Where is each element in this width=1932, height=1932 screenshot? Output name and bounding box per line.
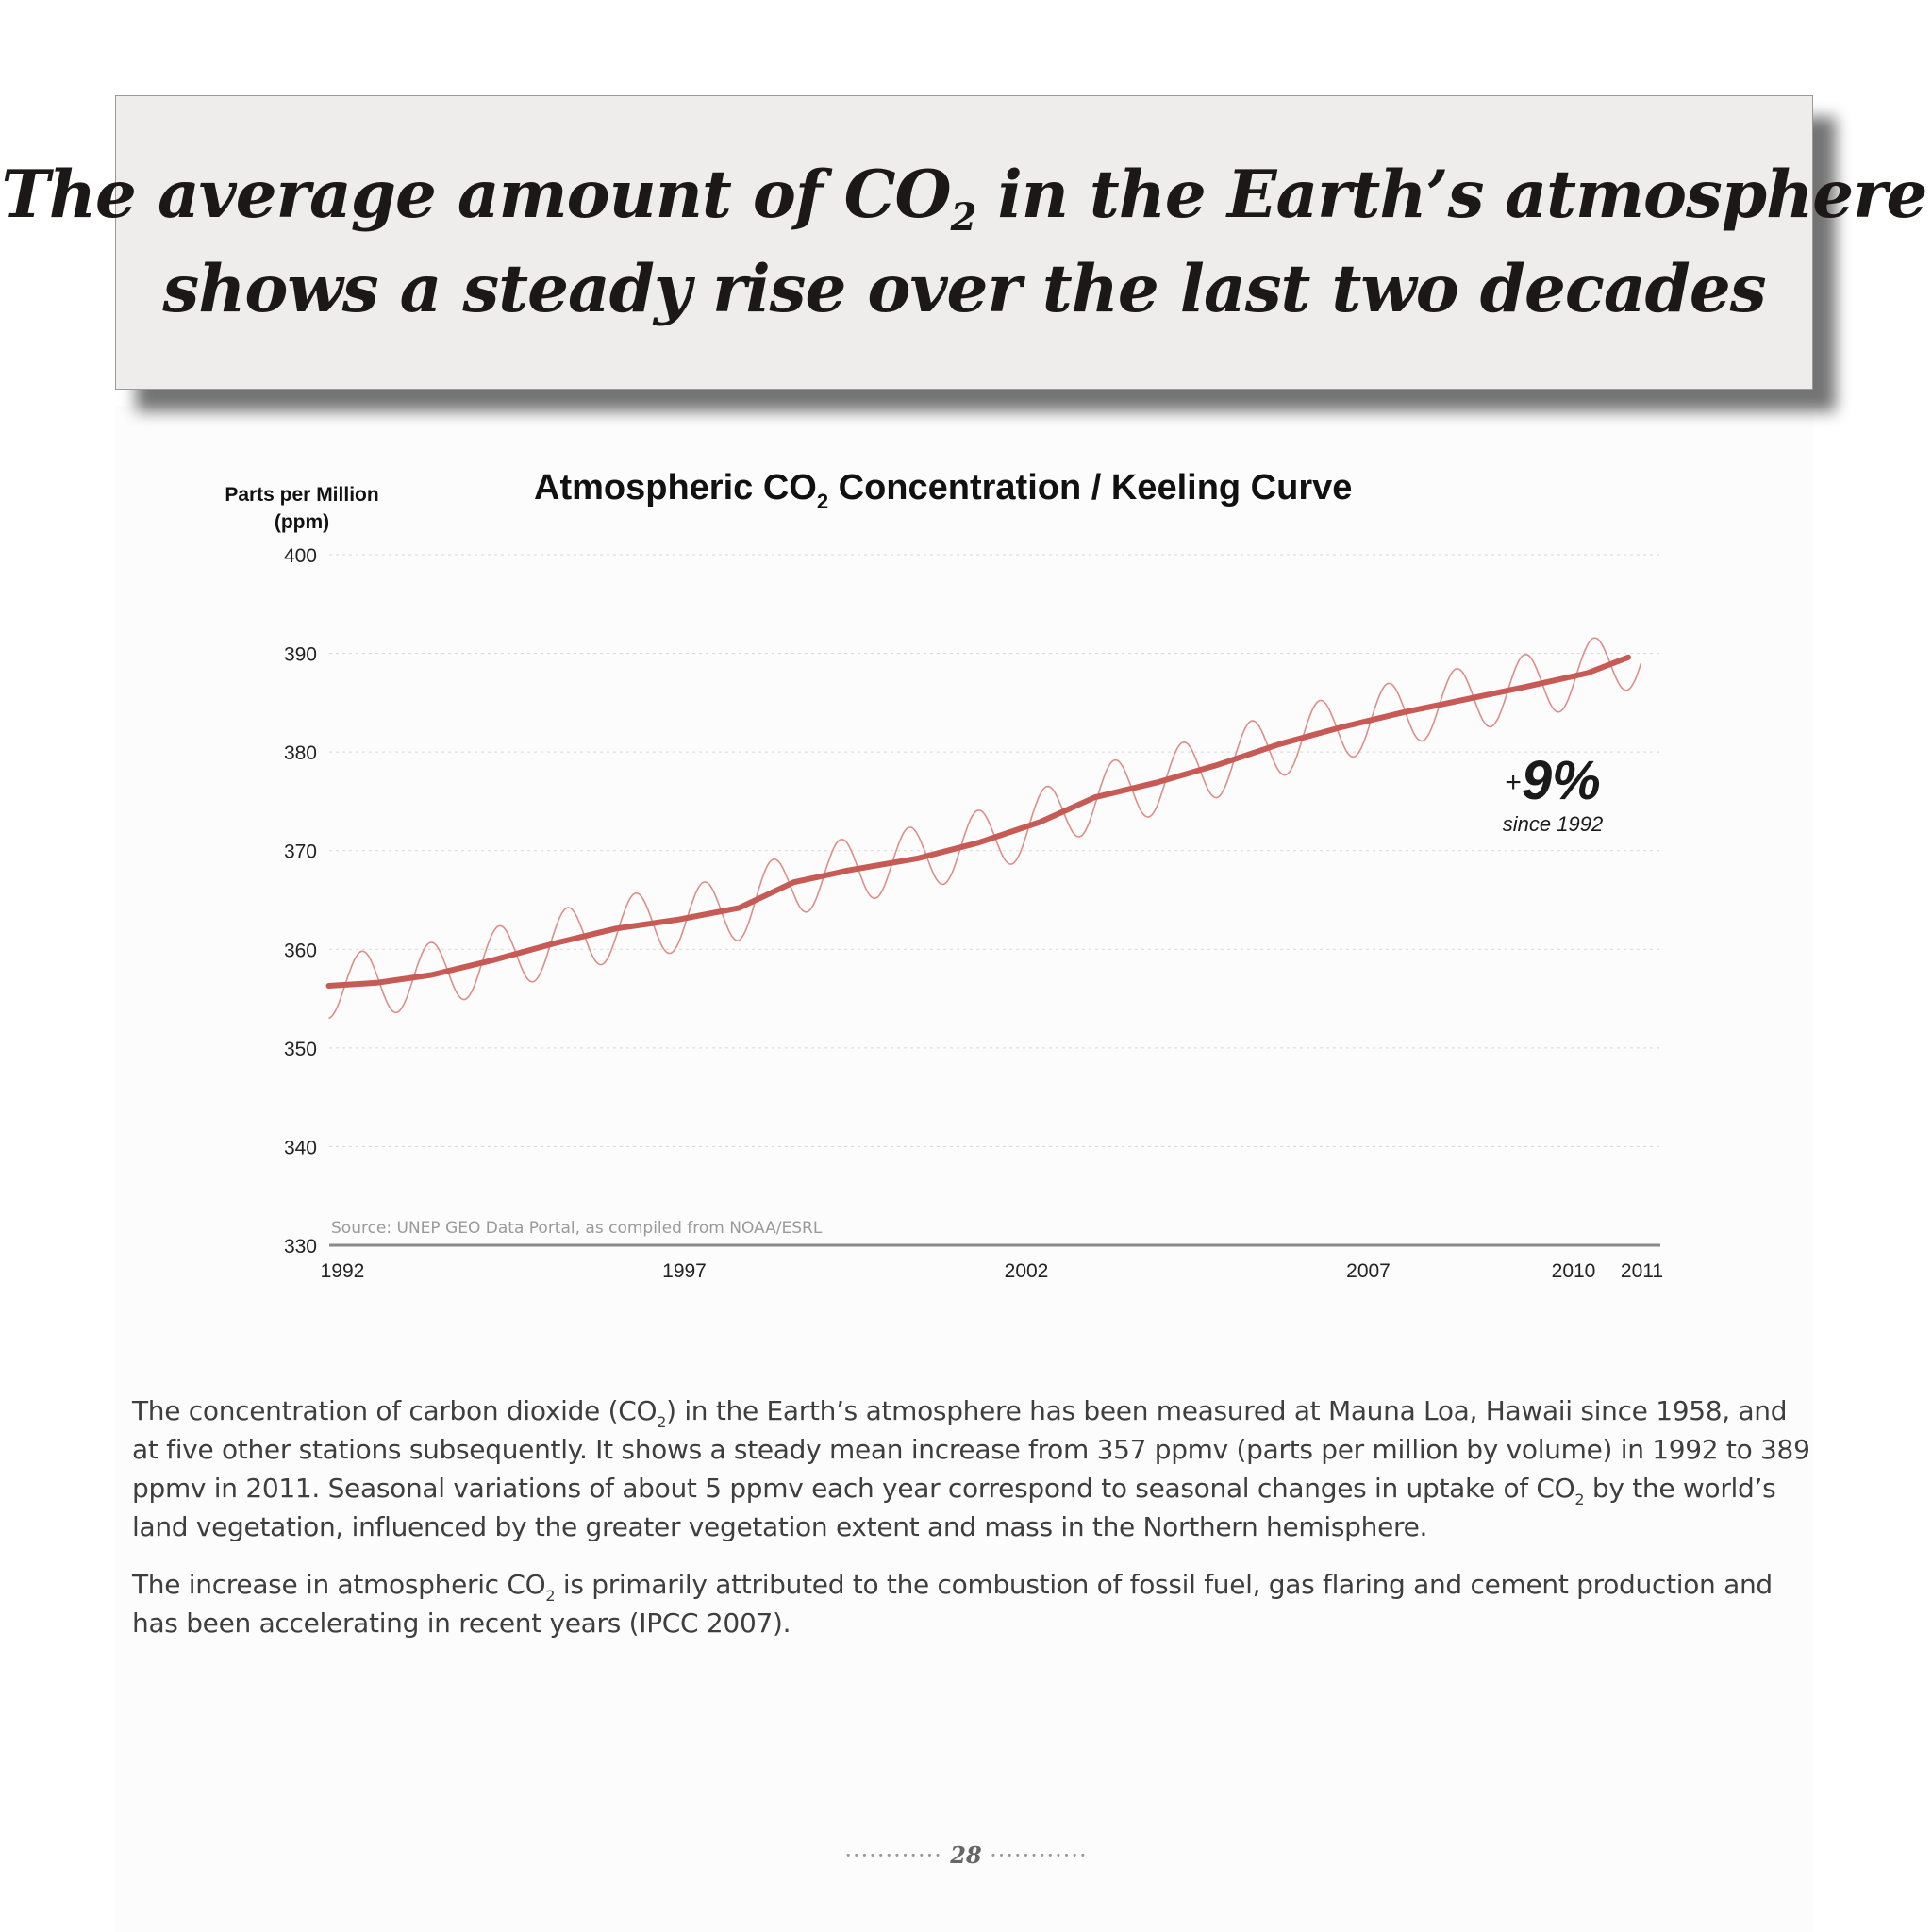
y-tick-label: 370 — [284, 841, 317, 863]
x-tick-label: 2002 — [1005, 1260, 1049, 1282]
x-tick-label: 1997 — [662, 1260, 707, 1282]
page-dots-right: ············ — [990, 1842, 1088, 1869]
x-tick-label: 2007 — [1346, 1260, 1391, 1282]
increase-annotation: +9% — [1491, 750, 1615, 814]
annotation-since-label: since 1992 — [1502, 812, 1604, 836]
chart-title-subscript: 2 — [816, 490, 829, 513]
body-p2-part-b: is primarily attributed to the combustio… — [132, 1569, 1773, 1639]
x-tick-label: 2010 — [1552, 1260, 1596, 1282]
page-dots-left: ············ — [844, 1842, 942, 1869]
body-p1-part-b: ) in the Earth’s atmosphere has been mea… — [132, 1395, 1810, 1504]
y-tick-label: 380 — [284, 742, 317, 764]
monthly-co2-line — [328, 637, 1642, 1020]
chart-title: Atmospheric CO2 Concentration / Keeling … — [534, 468, 1440, 512]
x-tick-label: 2011 — [1621, 1260, 1663, 1282]
y-tick-label: 360 — [284, 940, 317, 961]
body-paragraph-1: The concentration of carbon dioxide (CO2… — [132, 1391, 1811, 1546]
y-axis-title: Parts per Million (ppm) — [225, 484, 379, 533]
headline-line-1-rest: in the Earth’s atmosphere — [975, 157, 1927, 233]
body-p1-part-c: by the world’s land vegetation, influenc… — [132, 1473, 1776, 1542]
y-tick-label: 390 — [284, 644, 317, 666]
trend-co2-line — [325, 654, 1631, 989]
x-tick-label: 1992 — [321, 1260, 365, 1282]
body-paragraph-2: The increase in atmospheric CO2 is prima… — [132, 1565, 1811, 1642]
y-tick-label: 400 — [284, 545, 317, 567]
y-tick-label: 350 — [284, 1039, 317, 1060]
source-note: Source: UNEP GEO Data Portal, as compile… — [331, 1219, 823, 1238]
body-p1-subscript-2: 2 — [1574, 1491, 1585, 1508]
page-number: ············ 28 ············ — [0, 1841, 1932, 1869]
chart-title-rest: Concentration / Keeling Curve — [828, 468, 1353, 508]
annotation-value: 9% — [1521, 750, 1601, 811]
headline-line-1: The average amount of CO2 in the Earth’s… — [1, 148, 1928, 242]
body-p2-part-a: The increase in atmospheric CO — [132, 1569, 546, 1600]
page-number-value: 28 — [950, 1841, 982, 1869]
y-tick-label: 340 — [284, 1137, 317, 1158]
headline-box: The average amount of CO2 in the Earth’s… — [2, 95, 1927, 390]
headline-line-1-text: The average amount of CO — [1, 157, 952, 233]
keeling-curve-chart: 330 340 350 360 370 380 390 400 1992 1997 2002 2007… — [284, 545, 1663, 1282]
body-p1-subscript: 2 — [657, 1413, 667, 1431]
annotation-plus-sign: + — [1505, 767, 1522, 798]
chart-title-text: Atmospheric CO — [534, 468, 817, 508]
body-text: The concentration of carbon dioxide (CO2… — [132, 1391, 1811, 1661]
body-p1-part-a: The concentration of carbon dioxide (CO — [132, 1395, 658, 1426]
y-tick-label: 330 — [284, 1236, 317, 1257]
body-p2-subscript: 2 — [545, 1587, 556, 1605]
headline-line-2: shows a steady rise over the last two de… — [162, 251, 1766, 327]
page-background — [115, 406, 1813, 1932]
headline-co2-subscript: 2 — [950, 195, 977, 240]
